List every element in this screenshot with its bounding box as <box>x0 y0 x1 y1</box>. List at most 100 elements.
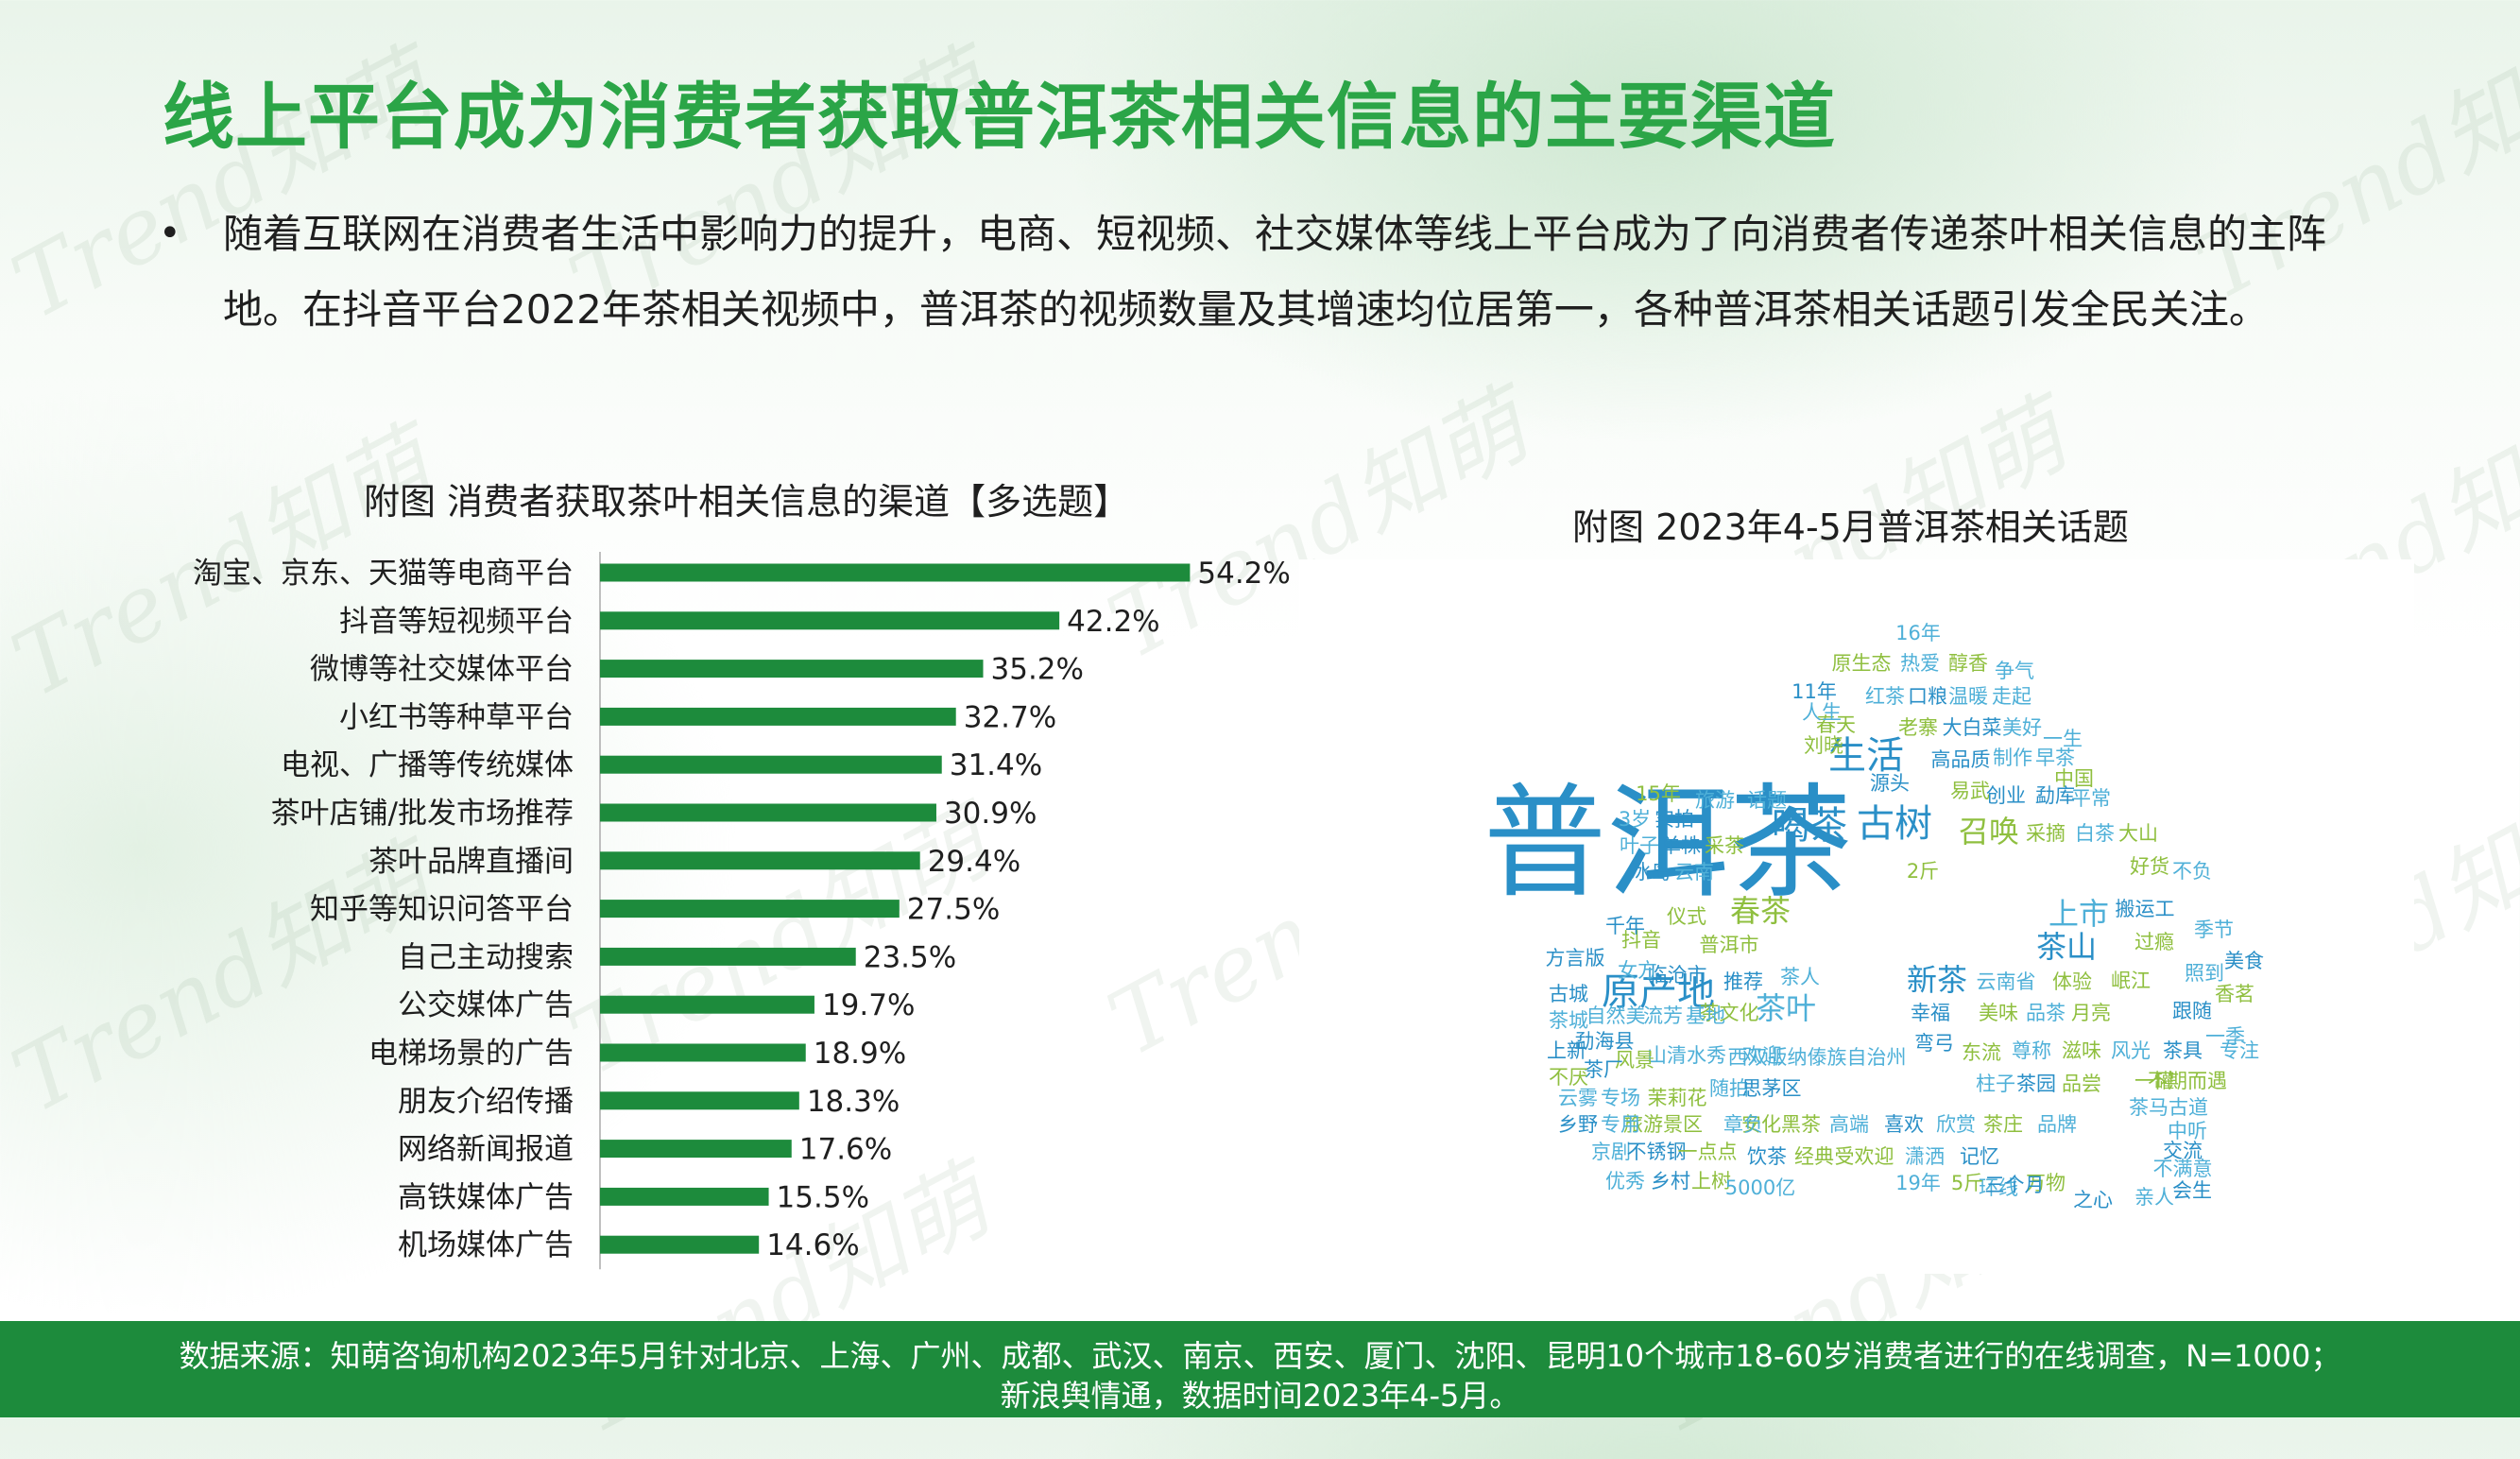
wordcloud-word: 茶城 <box>1549 1008 1588 1032</box>
wordcloud-word: 醇香 <box>1948 651 1988 675</box>
wordcloud-word: 茶庄 <box>1983 1112 2023 1136</box>
wordcloud-word: 古树 <box>1857 802 1932 846</box>
wordcloud-word: 原生态 <box>1831 651 1892 675</box>
data-label: 30.9% <box>944 797 1037 831</box>
bar <box>600 563 1191 582</box>
wordcloud-word: 女方 <box>1618 958 1657 982</box>
wordcloud-word: 东流 <box>1962 1040 2001 1064</box>
wordcloud-word: 云南省 <box>1976 970 2036 993</box>
data-label: 23.5% <box>864 940 956 974</box>
wordcloud-word: 不厌 <box>1549 1065 1588 1089</box>
wordcloud-word: 中听 <box>2168 1119 2207 1142</box>
bar <box>600 803 936 822</box>
category-label: 淘宝、京东、天猫等电商平台 <box>193 557 574 591</box>
wordcloud-word: 不期而遇 <box>2148 1069 2227 1092</box>
wordcloud-word: 2斤 <box>1906 859 1940 883</box>
wordcloud-word: 茶山 <box>2035 929 2098 965</box>
wordcloud-word: 推荐 <box>1723 970 1763 993</box>
wordcloud-word: 春天 <box>1816 712 1856 736</box>
wordcloud-word: 召唤 <box>1958 814 2020 850</box>
data-label: 15.5% <box>777 1180 869 1214</box>
wordcloud-word: 制作 <box>1993 746 2032 769</box>
wordcloud-word: 柱子 <box>1976 1072 2015 1095</box>
wordcloud-word: 京剧 <box>1591 1140 1631 1163</box>
wordcloud-word: 方言版 <box>1545 946 1605 970</box>
wordcloud-word: 品尝 <box>2062 1072 2101 1095</box>
data-label: 18.3% <box>807 1085 900 1119</box>
wordcloud-word: 品牌 <box>2037 1112 2077 1136</box>
wordcloud-word: 自然美 <box>1586 1004 1646 1027</box>
wordcloud-word: 思茅区 <box>1741 1076 1802 1100</box>
wordcloud-word: 经典 <box>1794 1144 1834 1168</box>
bar <box>600 900 900 918</box>
wordcloud-word: 过瘾 <box>2134 930 2174 953</box>
wordcloud-word: 11年 <box>1791 679 1837 703</box>
wordcloud-word: 体验 <box>2052 970 2092 993</box>
wordcloud-word: 好货 <box>2130 854 2169 878</box>
wordcloud-word: 云南 <box>1674 860 1714 884</box>
wordcloud-word: 5斤 <box>1950 1171 1984 1194</box>
category-label: 高铁媒体广告 <box>398 1180 574 1214</box>
category-label: 抖音等短视频平台 <box>339 605 574 639</box>
data-label: 17.6% <box>799 1133 892 1167</box>
wordcloud-word: 走起 <box>1992 684 2031 708</box>
wordcloud-word: 品茶 <box>2026 1001 2066 1024</box>
wordcloud-word: 乡村 <box>1651 1169 1690 1193</box>
data-label: 35.2% <box>991 653 1084 687</box>
bullet-paragraph: 随着互联网在消费者生活中影响力的提升，电商、短视频、社交媒体等线上平台成为了向消… <box>223 211 2327 333</box>
wordcloud-word: 仪式 <box>1667 904 1706 928</box>
wordcloud-word: 交流 <box>2163 1139 2203 1162</box>
bar-chart-title: 附图 消费者获取茶叶相关信息的渠道【多选题】 <box>364 481 1130 523</box>
wordcloud-word: 新茶 <box>1906 962 1968 998</box>
wordcloud-word: 万物 <box>2026 1171 2066 1194</box>
wordcloud-word: 红茶 <box>1865 684 1905 708</box>
category-label: 网络新闻报道 <box>398 1133 574 1167</box>
wordcloud-word: 专场 <box>1601 1086 1640 1109</box>
wordcloud-word: 章负 <box>1723 1112 1763 1136</box>
wordcloud-word: 采摘 <box>2026 821 2066 845</box>
wordcloud-word: 早茶 <box>2035 746 2075 769</box>
wordcloud-word: 勐库 <box>2035 783 2075 807</box>
wordcloud-word: 滋味 <box>2062 1038 2101 1062</box>
bar <box>600 851 920 870</box>
wordcloud-word: 一罐 <box>2134 1069 2174 1092</box>
bar <box>600 755 942 774</box>
wordcloud-word: 照到 <box>2185 961 2224 985</box>
wordcloud-word: 幸福 <box>1911 1001 1950 1024</box>
category-label: 电视、广播等传统媒体 <box>281 748 574 782</box>
data-label: 19.7% <box>822 988 915 1022</box>
page-title: 线上平台成为消费者获取普洱茶相关信息的主要渠道 <box>163 75 1836 159</box>
bar <box>600 660 984 678</box>
wordcloud-word: 叶子 <box>1620 833 1659 857</box>
wordcloud-word: 茶人 <box>1780 965 1820 988</box>
wordcloud-word: 3岁 <box>1618 807 1652 831</box>
wordcloud-word: 喜欢 <box>1884 1112 1924 1136</box>
wordcloud-panel: 普洱茶 原产地 喝茶 古树 生活 召唤 茶叶 上市 新茶 春茶 茶山 西双版纳傣族自治州 普洱市 临沧市云… <box>1299 559 2414 1274</box>
wordcloud-word: 单株 <box>1661 833 1701 857</box>
wordcloud-word: 三个月 <box>1984 1173 2045 1196</box>
data-label: 18.9% <box>814 1037 906 1071</box>
wordcloud-word: 一季 <box>2205 1024 2245 1048</box>
bar <box>600 707 956 726</box>
wordcloud-word: 茶园 <box>2016 1072 2056 1095</box>
wordcloud-word: 一生 <box>2043 727 2083 750</box>
wordcloud-word: 茶马古道 <box>2129 1095 2208 1119</box>
category-label: 知乎等知识问答平台 <box>310 893 574 927</box>
wordcloud-word: 5000亿 <box>1724 1176 1796 1199</box>
footer-source-line2: 新浪舆情通，数据时间2023年4-5月。 <box>1000 1378 1520 1414</box>
wordcloud-word: 大白菜 <box>1942 715 2002 739</box>
bar <box>600 1187 769 1206</box>
wordcloud-word: 会生 <box>2172 1178 2212 1202</box>
data-label: 42.2% <box>1067 605 1159 639</box>
wordcloud-word: 19年 <box>1895 1171 1941 1194</box>
wordcloud-word: 口粮 <box>1908 684 1947 708</box>
wordcloud-word: 勐海县 <box>1574 1029 1635 1053</box>
wordcloud-word: 普洱市 <box>1699 933 1759 956</box>
wordcloud-word: 月亮 <box>2071 1001 2111 1024</box>
wordcloud-word: 美好 <box>2002 715 2042 739</box>
data-label: 32.7% <box>964 700 1056 734</box>
wordcloud-word: 一点点 <box>1677 1140 1738 1163</box>
wordcloud-word: 高品质 <box>1930 747 1991 771</box>
wordcloud-word: 风景 <box>1615 1048 1654 1072</box>
wordcloud-word: 受欢迎 <box>1834 1144 1894 1168</box>
